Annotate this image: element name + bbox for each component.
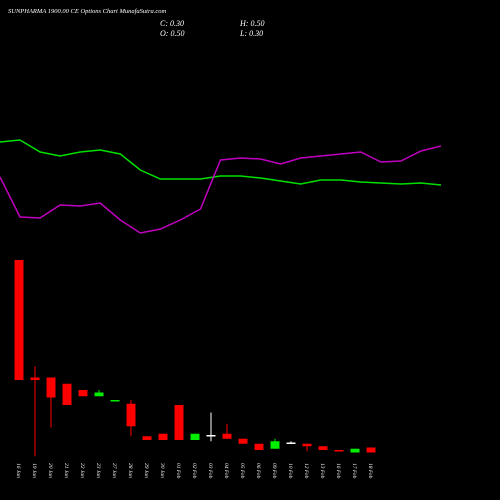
stat-low: L: 0.30 bbox=[239, 29, 263, 38]
x-tick-label: 05 Feb bbox=[239, 463, 245, 479]
candle-body bbox=[94, 392, 104, 397]
x-tick-label: 12 Feb bbox=[303, 463, 309, 479]
candle-body bbox=[270, 441, 280, 449]
candle-body bbox=[142, 436, 152, 440]
x-tick-label: 02 Feb bbox=[191, 463, 197, 479]
stat-high: H: 0.50 bbox=[239, 19, 264, 28]
x-tick-label: 16 Feb bbox=[335, 463, 341, 479]
candle-body bbox=[158, 433, 168, 440]
candle-body bbox=[126, 403, 136, 427]
candle-body bbox=[206, 435, 216, 437]
stat-close: C: 0.30 bbox=[160, 19, 184, 28]
stat-open: O: 0.50 bbox=[160, 29, 184, 38]
candle-body bbox=[254, 443, 264, 450]
x-tick-label: 30 Jan bbox=[159, 462, 165, 478]
x-tick-label: 06 Feb bbox=[255, 463, 261, 479]
candle-body bbox=[238, 438, 248, 444]
candle-body bbox=[334, 450, 344, 452]
x-tick-label: 16 Jan bbox=[15, 463, 21, 478]
x-tick-label: 09 Feb bbox=[271, 463, 277, 479]
candle-body bbox=[286, 442, 296, 444]
candle-body bbox=[30, 377, 40, 380]
x-tick-label: 10 Feb bbox=[287, 463, 293, 479]
x-tick-label: 21 Jan bbox=[63, 463, 69, 478]
x-tick-label: 22 Jan bbox=[79, 463, 85, 478]
ma-line bbox=[0, 145, 442, 234]
x-tick-label: 03 Feb bbox=[207, 463, 213, 479]
candle-body bbox=[350, 448, 360, 453]
x-tick-label: 19 Jan bbox=[31, 463, 37, 478]
x-tick-label: 13 Feb bbox=[319, 463, 325, 479]
x-tick-label: 28 Jan bbox=[127, 463, 133, 478]
candle-body bbox=[46, 377, 56, 398]
candle-body bbox=[78, 390, 88, 397]
x-tick-label: 01 Feb bbox=[175, 463, 181, 479]
x-tick-label: 17 Feb bbox=[351, 463, 357, 479]
ma-line bbox=[0, 139, 442, 186]
x-tick-label: 04 Feb bbox=[223, 463, 230, 479]
candle-body bbox=[222, 433, 232, 439]
x-tick-label: 29 Jan bbox=[143, 463, 149, 478]
x-tick-label: 27 Jan bbox=[111, 463, 117, 478]
chart-title: SUNPHARMA 1900.00 CE Options Chart Munaf… bbox=[8, 8, 167, 15]
candle-body bbox=[366, 447, 376, 453]
x-tick-label: 18 Feb bbox=[367, 463, 373, 479]
candle-body bbox=[174, 405, 184, 440]
candle-body bbox=[62, 383, 72, 405]
candle-body bbox=[302, 443, 312, 447]
candle-body bbox=[110, 400, 120, 402]
candle-body bbox=[318, 446, 328, 450]
x-tick-label: 23 Jan bbox=[95, 463, 101, 478]
candle-body bbox=[190, 433, 200, 440]
candle-body bbox=[14, 260, 24, 380]
x-tick-label: 20 Jan bbox=[47, 463, 53, 478]
